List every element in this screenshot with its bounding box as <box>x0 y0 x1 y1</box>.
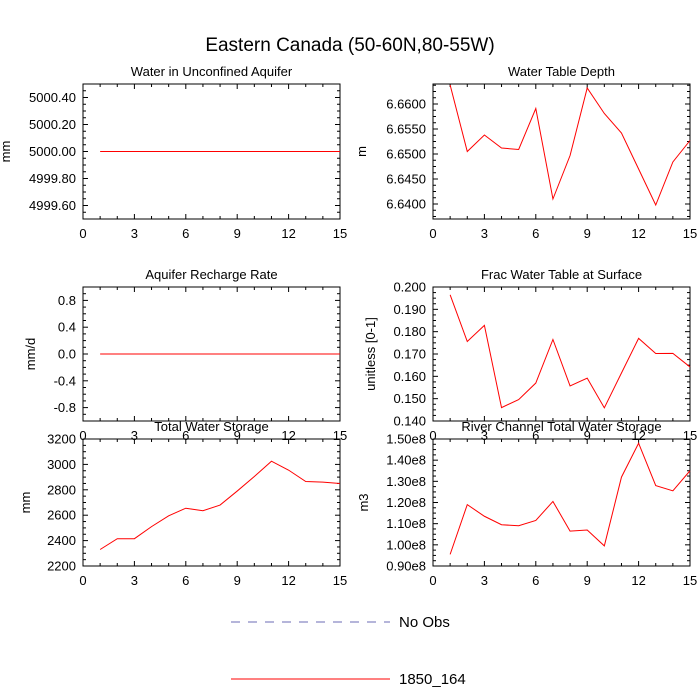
y-tick-label: 4999.80 <box>29 171 76 186</box>
x-tick-label: 12 <box>281 226 295 241</box>
x-tick-label: 0 <box>79 428 86 443</box>
y-tick-label: 0.170 <box>393 347 426 362</box>
x-tick-label: 0 <box>429 226 436 241</box>
x-tick-label: 6 <box>182 573 189 588</box>
x-tick-label: 0 <box>429 573 436 588</box>
x-tick-label: 12 <box>631 573 645 588</box>
panel-title: Water in Unconfined Aquifer <box>131 64 293 79</box>
y-tick-label: 4999.60 <box>29 198 76 213</box>
y-tick-label: 3000 <box>47 457 76 472</box>
series-line-1850_164 <box>449 294 691 409</box>
y-tick-label: 0.90e8 <box>386 559 426 574</box>
series-line-1850_164 <box>449 84 691 207</box>
y-tick-label: 5000.40 <box>29 90 76 105</box>
y-tick-label: -0.4 <box>54 373 76 388</box>
x-tick-label: 9 <box>584 428 591 443</box>
panel-4: Frac Water Table at Surface unitless [0-1… <box>363 267 697 443</box>
y-tick-label: 6.6400 <box>386 197 426 212</box>
panel-6: River Channel Total Water Storage m3 0 3 6 9 1… <box>356 419 697 588</box>
y-tick-label: 0.160 <box>393 369 426 384</box>
panel-title: Aquifer Recharge Rate <box>145 267 277 282</box>
x-tick-label: 15 <box>333 226 347 241</box>
x-tick-label: 6 <box>182 428 189 443</box>
plot-frame <box>432 83 691 220</box>
y-tick-label: 0.0 <box>58 347 76 362</box>
x-tick-label: 15 <box>683 226 697 241</box>
y-axis-label: mm <box>18 492 33 514</box>
y-tick-label: 1.20e8 <box>386 495 426 510</box>
y-tick-label: 1.00e8 <box>386 537 426 552</box>
panel-5: Total Water Storage mm 0 3 6 9 12 15 2200 2400 260… <box>18 419 347 588</box>
panel-title: Frac Water Table at Surface <box>481 267 642 282</box>
figure-title: Eastern Canada (50-60N,80-55W) <box>205 35 494 56</box>
y-tick-label: 2400 <box>47 533 76 548</box>
x-tick-label: 3 <box>481 226 488 241</box>
y-axis-label: unitless [0-1] <box>363 317 378 391</box>
x-tick-label: 3 <box>481 428 488 443</box>
x-tick-label: 12 <box>631 226 645 241</box>
x-tick-label: 6 <box>532 573 539 588</box>
panels: Water in Unconfined Aquifer mm 0 3 6 9 12 15 499… <box>0 64 697 588</box>
x-tick-label: 6 <box>532 226 539 241</box>
legend: No Obs 1850_164 <box>231 614 466 688</box>
y-tick-label: 0.180 <box>393 324 426 339</box>
y-tick-label: 2800 <box>47 482 76 497</box>
y-axis-label: mm <box>0 141 13 163</box>
y-tick-label: 0.8 <box>58 293 76 308</box>
x-tick-label: 9 <box>234 428 241 443</box>
y-axis-label: mm/d <box>23 338 38 371</box>
y-tick-label: 6.6600 <box>386 97 426 112</box>
y-tick-label: 5000.20 <box>29 117 76 132</box>
y-axis-label: m3 <box>356 493 371 511</box>
x-tick-label: 9 <box>584 573 591 588</box>
panel-title: River Channel Total Water Storage <box>461 419 661 434</box>
panel-title: Water Table Depth <box>508 64 615 79</box>
x-tick-label: 6 <box>182 226 189 241</box>
y-tick-label: 0.4 <box>58 320 76 335</box>
x-tick-label: 3 <box>131 428 138 443</box>
y-tick-label: 6.6450 <box>386 172 426 187</box>
x-tick-label: 3 <box>481 573 488 588</box>
plot-frame <box>82 438 341 567</box>
series-line-1850_164 <box>99 460 341 550</box>
x-tick-label: 0 <box>79 226 86 241</box>
x-tick-label: 6 <box>532 428 539 443</box>
legend-label: No Obs <box>399 614 450 631</box>
x-tick-label: 3 <box>131 573 138 588</box>
panel-2: Water Table Depth m 0 3 6 9 12 15 6.6400 6.6450 6.… <box>354 64 697 241</box>
y-tick-label: 1.10e8 <box>386 516 426 531</box>
y-tick-label: 2600 <box>47 508 76 523</box>
x-tick-label: 15 <box>683 573 697 588</box>
x-tick-label: 12 <box>281 573 295 588</box>
y-tick-label: -0.8 <box>54 400 76 415</box>
panel-1: Water in Unconfined Aquifer mm 0 3 6 9 12 15 499… <box>0 64 347 241</box>
y-tick-label: 1.30e8 <box>386 474 426 489</box>
x-tick-label: 9 <box>584 226 591 241</box>
plot-frame <box>432 286 691 422</box>
y-tick-label: 5000.00 <box>29 144 76 159</box>
y-tick-label: 6.6500 <box>386 147 426 162</box>
series-line-1850_164 <box>449 442 691 555</box>
x-tick-label: 3 <box>131 226 138 241</box>
legend-label: 1850_164 <box>399 671 466 688</box>
y-tick-label: 0.190 <box>393 302 426 317</box>
y-tick-label: 2200 <box>47 559 76 574</box>
x-tick-label: 15 <box>333 573 347 588</box>
y-axis-label: m <box>354 146 369 157</box>
x-tick-label: 9 <box>234 573 241 588</box>
x-tick-label: 0 <box>79 573 86 588</box>
y-tick-label: 0.140 <box>393 414 426 429</box>
y-tick-label: 0.150 <box>393 391 426 406</box>
plot-frame <box>432 438 691 567</box>
y-tick-label: 1.40e8 <box>386 453 426 468</box>
y-tick-label: 3200 <box>47 432 76 447</box>
y-tick-label: 1.50e8 <box>386 432 426 447</box>
panel-title: Total Water Storage <box>154 419 268 434</box>
x-tick-label: 9 <box>234 226 241 241</box>
y-tick-label: 0.200 <box>393 280 426 295</box>
y-tick-label: 6.6550 <box>386 122 426 137</box>
x-tick-label: 0 <box>429 428 436 443</box>
